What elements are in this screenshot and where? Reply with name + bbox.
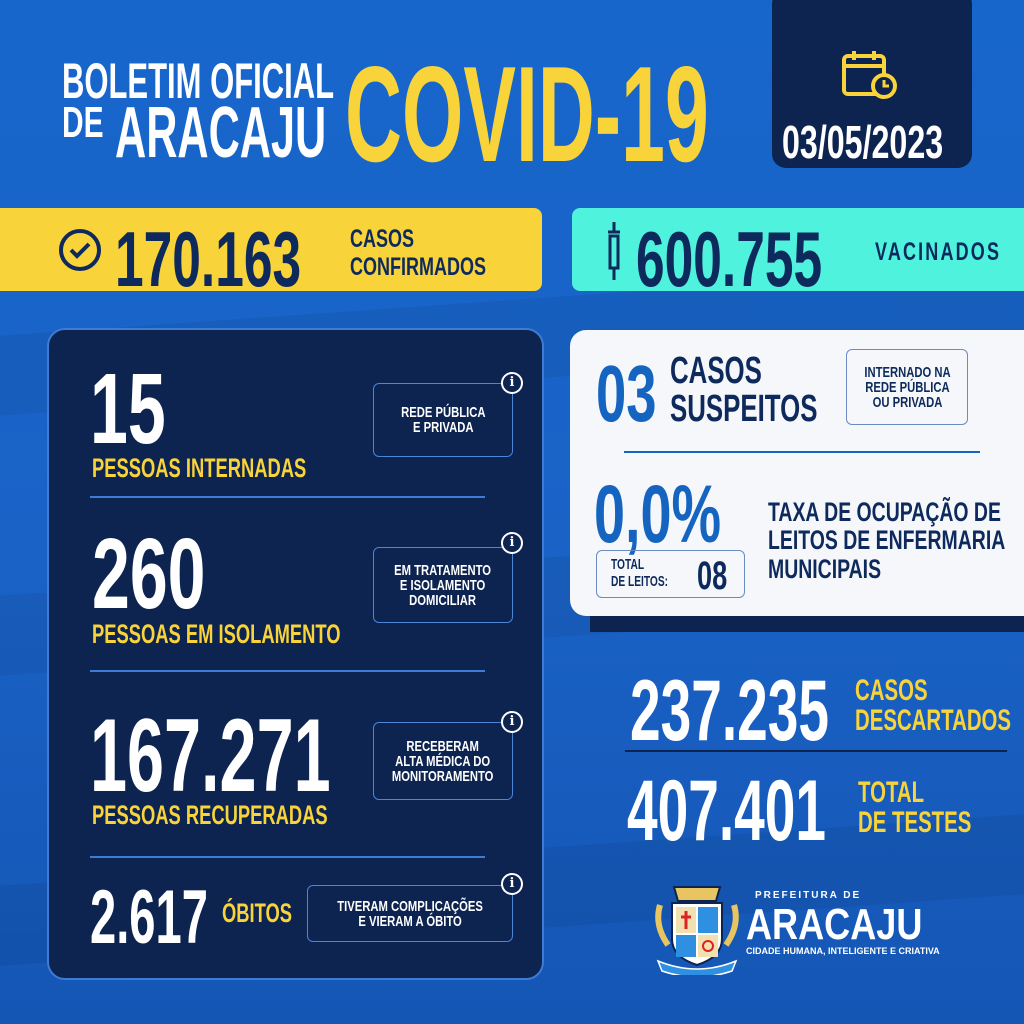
vaccinated-bar: 600.755 VACINADOS [572, 208, 1024, 298]
isolation-label: PESSOAS EM ISOLAMENTO [92, 619, 341, 649]
occupancy-value: 0,0% [594, 469, 722, 560]
logo-prefix: PREFEITURA DE [755, 890, 862, 901]
logo-tagline: CIDADE HUMANA, INTELIGENTE E CRIATIVA [746, 946, 940, 956]
occupancy-desc: TAXA DE OCUPAÇÃO DE LEITOS DE ENFERMARIA M… [768, 497, 1006, 584]
suspects-value: 03 [596, 349, 657, 438]
isolation-value: 260 [92, 518, 206, 630]
calendar-clock-icon [842, 51, 897, 99]
check-circle-icon [59, 229, 101, 271]
total-beds-label: TOTAL DE LEITOS: [611, 556, 669, 590]
hospitalized-label: PESSOAS INTERNADAS [92, 453, 307, 483]
stats-panel [47, 328, 544, 980]
deaths-label: ÓBITOS [222, 898, 293, 928]
total-beds-box: TOTAL DE LEITOS: 08 [596, 550, 745, 598]
tests-label: TOTAL DE TESTES [858, 776, 972, 839]
confirmed-bar: 170.163 CASOS CONFIRMADOS [0, 208, 542, 298]
divider [90, 856, 485, 858]
title-line1: BOLETIM OFICIAL [62, 53, 335, 109]
covid-title: COVID-19 [345, 38, 709, 190]
info-icon[interactable]: i [501, 873, 523, 895]
syringe-icon [608, 222, 620, 280]
divider [90, 496, 485, 498]
confirmed-label: CASOS CONFIRMADOS [350, 225, 487, 281]
aracaju-coat-of-arms-logo [655, 886, 739, 975]
vaccinated-label: VACINADOS [875, 238, 1002, 266]
total-beds-value: 08 [697, 554, 728, 598]
recovered-value: 167.271 [90, 698, 331, 814]
info-icon[interactable]: i [501, 372, 523, 394]
info-icon[interactable]: i [501, 532, 523, 554]
date-text: 03/05/2023 [782, 116, 944, 168]
recovered-label: PESSOAS RECUPERADAS [92, 800, 328, 830]
logo-name: ARACAJU [746, 900, 923, 949]
discarded-value: 237.235 [630, 663, 829, 759]
isolation-note: EM TRATAMENTO E ISOLAMENTO DOMICILIAR [373, 547, 513, 623]
info-icon[interactable]: i [501, 711, 523, 733]
title-line2: ARACAJU [115, 93, 327, 173]
divider [625, 750, 1007, 752]
suspects-note: INTERNADO NA REDE PÚBLICA OU PRIVADA [846, 349, 968, 425]
deaths-note: TIVERAM COMPLICAÇÕES E VIERAM A ÓBITO [307, 885, 513, 942]
discarded-label: CASOS DESCARTADOS [855, 674, 1012, 737]
vaccinated-value: 600.755 [636, 215, 823, 303]
suspects-label: CASOS SUSPEITOS [670, 350, 818, 430]
tests-value: 407.401 [627, 763, 826, 859]
divider [90, 670, 485, 672]
occupancy-panel: 03 CASOS SUSPEITOS INTERNADO NA REDE PÚBLI… [570, 330, 1024, 616]
recovered-note: RECEBERAM ALTA MÉDICA DO MONITORAMENTO [373, 722, 513, 800]
hospitalized-note: REDE PÚBLICA E PRIVADA [373, 383, 513, 457]
date-box: 03/05/2023 [772, 0, 972, 168]
title-prefix: DE [62, 98, 104, 147]
deaths-value: 2.617 [90, 875, 208, 960]
divider [624, 451, 980, 453]
confirmed-value: 170.163 [115, 215, 302, 303]
hospitalized-value: 15 [90, 353, 166, 465]
